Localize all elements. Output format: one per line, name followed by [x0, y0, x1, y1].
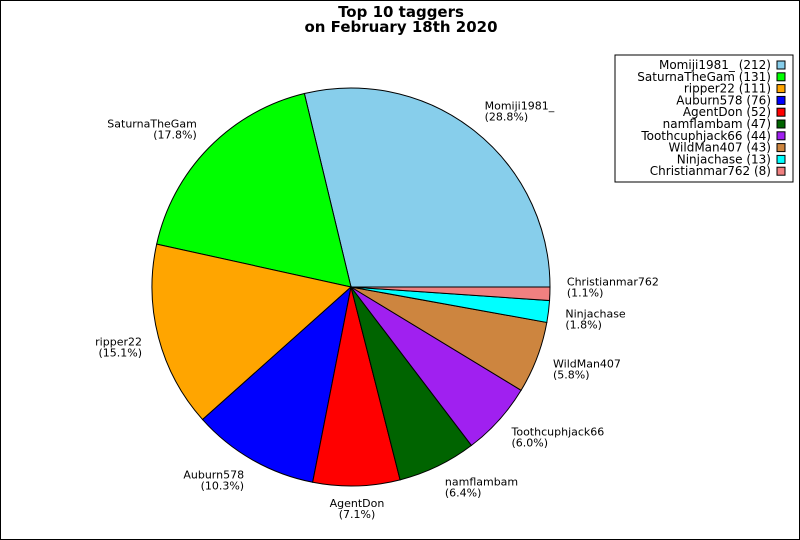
legend-label-toothcuphjack66: Toothcuphjack66 (44) [640, 129, 771, 143]
legend-label-agentdon: AgentDon (52) [683, 105, 771, 119]
legend-swatch-toothcuphjack66 [776, 131, 786, 141]
slice-label-ninjachase: Ninjachase [565, 308, 626, 321]
chart-title-line-1: Top 10 taggers [338, 3, 464, 21]
slice-labels: Momiji1981_(28.8%) SaturnaTheGam(17.8%) ri… [95, 99, 659, 521]
slice-percent-agentdon: (7.1%) [339, 508, 376, 521]
slice-percent-momiji1981: (28.8%) [485, 110, 529, 123]
legend-label-namflambam: namflambam (47) [663, 117, 771, 131]
legend-swatch-namflambam [776, 119, 786, 129]
legend-swatch-saturnathegam [776, 72, 786, 82]
slice-percent-ninjachase: (1.8%) [565, 319, 602, 332]
pie-slice-ripper22 [151, 243, 353, 421]
slice-percent-ripper22: (15.1%) [98, 347, 142, 360]
legend: Momiji1981_ (212)SaturnaTheGam (131)ripp… [614, 54, 794, 183]
slice-percent-auburn578: (10.3%) [201, 480, 245, 493]
legend-label-ripper22: ripper22 (111) [684, 82, 771, 96]
legend-swatch-agentdon [776, 107, 786, 117]
pie-slice-saturnathegam [156, 92, 352, 288]
chart-title-line-2: on February 18th 2020 [304, 18, 497, 36]
pie-slice-auburn578 [201, 285, 352, 483]
slice-percent-christianmar762: (1.1%) [567, 286, 604, 299]
slice-label-agentdon: AgentDon [330, 497, 385, 510]
slice-label-toothcuphjack66: Toothcuphjack66 [511, 426, 605, 439]
slice-label-namflambam: namflambam [445, 476, 518, 489]
legend-swatch-ninjachase [776, 154, 786, 164]
pie-slices [151, 87, 551, 487]
legend-label-wildman407: WildMan407 (43) [668, 141, 771, 155]
legend-swatch-momiji1981 [776, 60, 786, 70]
slice-percent-toothcuphjack66: (6.0%) [512, 437, 549, 450]
pie-slice-christianmar762 [350, 286, 551, 302]
slice-label-christianmar762: Christianmar762 [567, 275, 659, 288]
slice-percent-namflambam: (6.4%) [445, 487, 482, 500]
legend-label-auburn578: Auburn578 (76) [676, 93, 771, 107]
slice-label-auburn578: Auburn578 [183, 469, 244, 482]
legend-swatch-christianmar762 [776, 166, 786, 176]
legend-label-ninjachase: Ninjachase (13) [677, 152, 771, 166]
legend-swatch-wildman407 [776, 143, 786, 153]
slice-percent-saturnathegam: (17.8%) [153, 129, 197, 142]
legend-label-christianmar762: Christianmar762 (8) [650, 164, 771, 178]
slice-label-saturnathegam: SaturnaTheGam [107, 118, 197, 131]
legend-label-momiji1981: Momiji1981_ (212) [659, 58, 771, 72]
slice-percent-wildman407: (5.8%) [553, 369, 590, 382]
slice-label-ripper22: ripper22 [95, 336, 142, 349]
legend-swatch-auburn578 [776, 95, 786, 105]
pie-slice-momiji1981 [303, 87, 551, 288]
slice-label-wildman407: WildMan407 [553, 358, 621, 371]
legend-label-saturnathegam: SaturnaTheGam (131) [637, 70, 771, 84]
legend-box [614, 54, 794, 183]
legend-swatch-ripper22 [776, 84, 786, 94]
slice-label-momiji1981: Momiji1981_ [485, 99, 555, 112]
